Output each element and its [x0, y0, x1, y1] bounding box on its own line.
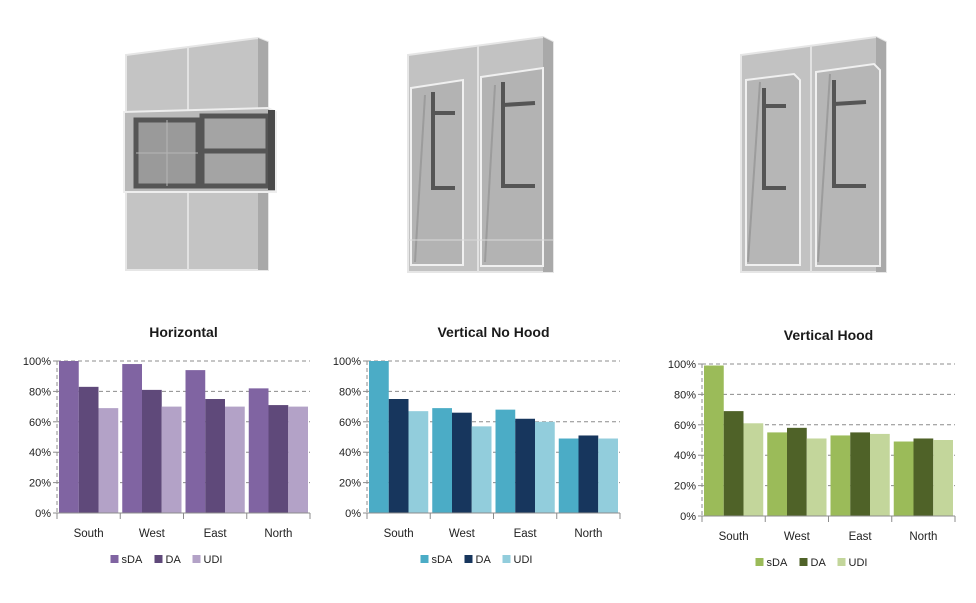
- horizontal-shading-facade: [123, 36, 277, 271]
- y-tick-label: 0%: [35, 508, 51, 520]
- y-tick-label: 0%: [680, 511, 696, 523]
- x-tick-label: South: [719, 531, 749, 543]
- legend-label-da: DA: [476, 554, 492, 566]
- vertical-hood-chart: Vertical Hood 0% 20% 40% 60% 80% 100% South West…: [668, 327, 956, 569]
- y-tick-label: 100%: [333, 356, 361, 368]
- x-tick-label: North: [264, 528, 292, 540]
- x-tick-label: North: [909, 531, 937, 543]
- chart-title: Horizontal: [149, 324, 217, 340]
- legend-swatch-sda: [110, 555, 119, 563]
- bar-sda-west: [432, 408, 452, 513]
- bar-udi-north: [288, 406, 308, 513]
- x-tick-label: West: [449, 528, 476, 540]
- x-tick-label: East: [204, 528, 228, 540]
- y-tick-label: 80%: [339, 386, 361, 398]
- bar-sda-east: [185, 370, 206, 513]
- legend-swatch-sda: [420, 555, 429, 563]
- bar-sda-west: [767, 432, 787, 516]
- y-tick-label: 0%: [345, 508, 361, 520]
- legend-swatch-udi: [192, 555, 201, 563]
- legend-label-sda: sDA: [122, 554, 143, 566]
- bar-udi-south: [408, 411, 429, 513]
- bar-udi-east: [225, 406, 245, 513]
- bar-sda-south: [704, 365, 724, 516]
- legend-swatch-sda: [755, 558, 764, 566]
- legend-swatch-da: [799, 558, 808, 566]
- bar-sda-west: [122, 364, 142, 513]
- y-tick-label: 60%: [339, 417, 361, 429]
- bar-udi-west: [806, 438, 827, 516]
- x-tick-label: South: [384, 528, 414, 540]
- bar-sda-north: [558, 438, 579, 513]
- chart-title: Vertical Hood: [784, 327, 873, 343]
- bar-da-west: [452, 412, 472, 513]
- bar-udi-west: [161, 406, 182, 513]
- bar-da-east: [850, 432, 870, 516]
- bar-da-west: [787, 427, 807, 516]
- bar-da-south: [723, 411, 744, 516]
- legend-swatch-udi: [502, 555, 511, 563]
- bar-sda-north: [248, 388, 269, 513]
- bar-sda-north: [893, 441, 914, 516]
- bar-da-east: [205, 399, 225, 513]
- legend-swatch-udi: [837, 558, 846, 566]
- vertical-no-hood-facade: [407, 35, 554, 273]
- bar-da-south: [388, 399, 409, 513]
- y-tick-label: 40%: [29, 447, 51, 459]
- bar-udi-west: [471, 426, 492, 513]
- vertical-hood-facade: [740, 35, 887, 273]
- legend-label-sda: sDA: [767, 557, 788, 569]
- legend-swatch-da: [464, 555, 473, 563]
- y-tick-label: 40%: [674, 450, 696, 462]
- bar-udi-north: [598, 438, 618, 513]
- y-tick-label: 20%: [339, 478, 361, 490]
- y-tick-label: 100%: [668, 359, 696, 371]
- legend-label-sda: sDA: [432, 554, 453, 566]
- bar-da-north: [913, 438, 934, 516]
- x-tick-label: East: [514, 528, 538, 540]
- bar-sda-south: [369, 361, 389, 513]
- y-tick-label: 40%: [339, 447, 361, 459]
- x-tick-label: West: [139, 528, 166, 540]
- bar-udi-east: [535, 421, 555, 513]
- y-tick-label: 80%: [29, 386, 51, 398]
- bar-da-north: [578, 435, 599, 513]
- x-tick-label: North: [574, 528, 602, 540]
- legend-label-da: DA: [811, 557, 827, 569]
- y-tick-label: 60%: [674, 420, 696, 432]
- chart-title: Vertical No Hood: [437, 324, 549, 340]
- legend-label-udi: UDI: [204, 554, 223, 566]
- horizontal-chart: Horizontal 0% 20% 40% 60% 80% 100% South West Eas…: [23, 324, 311, 566]
- bar-udi-north: [933, 440, 953, 516]
- legend-label-udi: UDI: [849, 557, 868, 569]
- bar-sda-south: [59, 361, 79, 513]
- x-tick-label: South: [74, 528, 104, 540]
- legend-label-udi: UDI: [514, 554, 533, 566]
- bar-sda-east: [830, 435, 851, 516]
- legend-swatch-da: [154, 555, 163, 563]
- y-tick-label: 20%: [674, 481, 696, 493]
- y-tick-label: 60%: [29, 417, 51, 429]
- y-tick-label: 80%: [674, 389, 696, 401]
- bar-da-west: [142, 389, 162, 513]
- bar-udi-south: [98, 408, 119, 513]
- x-tick-label: West: [784, 531, 811, 543]
- x-tick-label: East: [849, 531, 873, 543]
- bar-da-north: [268, 405, 289, 513]
- bar-da-south: [78, 386, 99, 513]
- legend-label-da: DA: [166, 554, 182, 566]
- vertical-no-hood-chart: Vertical No Hood 0% 20% 40% 60% 80% 100% South W…: [333, 324, 621, 566]
- y-tick-label: 100%: [23, 356, 51, 368]
- bar-da-east: [515, 418, 535, 513]
- bar-sda-east: [495, 409, 516, 513]
- bar-udi-south: [743, 423, 764, 516]
- bar-udi-east: [870, 433, 890, 516]
- y-tick-label: 20%: [29, 478, 51, 490]
